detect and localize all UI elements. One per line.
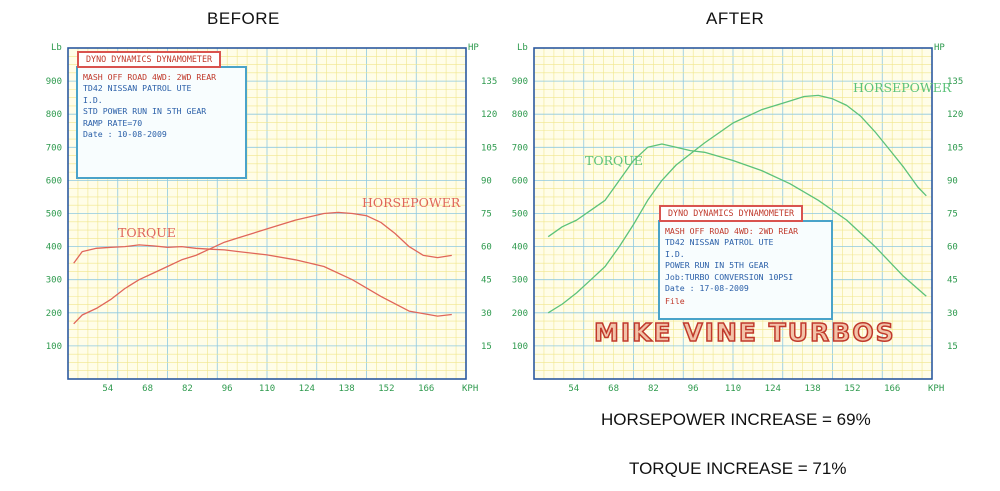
after-horsepower-series-label: HORSEPOWER (853, 80, 952, 95)
before-dyno-chart: Lb HP KPH 100 200 300 400 500 600 700 800 900 15 30 45… (40, 40, 530, 398)
before-x-tick-label: 152 (378, 384, 394, 394)
brand-logo-text: MIKE VINE TURBOS (593, 317, 896, 348)
after-plot-border (533, 47, 933, 380)
after-y-left-tick-label: 200 (512, 309, 528, 319)
after-y-left-tick-label: 500 (512, 210, 528, 220)
before-info-line2: TD42 NISSAN PATROL UTE (83, 83, 192, 94)
before-torque-series-label: TORQUE (118, 225, 176, 240)
after-y-left-tick-label: 400 (512, 243, 528, 253)
after-y-left-tick-label: 600 (512, 176, 528, 186)
before-x-tick-label: 166 (418, 384, 434, 394)
after-y-right-tick-label: 15 (947, 342, 958, 352)
after-y-right-tick-label: 90 (947, 176, 958, 186)
after-left-unit-label: Lb (517, 43, 528, 53)
before-info-box: DYNO DYNAMICS DYNAMOMETER MASH OFF ROAD … (76, 51, 247, 179)
after-y-right-tick-label: 30 (947, 309, 958, 319)
after-torque-series-label: TORQUE (585, 153, 643, 168)
after-x-unit-label: KPH (928, 384, 944, 394)
before-y-left-tick-label: 600 (46, 176, 62, 186)
before-y-left-tick-label: 800 (46, 110, 62, 120)
before-info-line6: Date : 10-08-2009 (83, 129, 167, 140)
torque-increase-text: TORQUE INCREASE = 71% (629, 459, 847, 478)
after-info-line1: MASH OFF ROAD 4WD: 2WD REAR (665, 226, 799, 236)
before-y-left-tick-label: 700 (46, 143, 62, 153)
after-y-left-tick-label: 700 (512, 143, 528, 153)
after-y-right-tick-label: 45 (947, 276, 958, 286)
after-y-right-tick-label: 60 (947, 243, 958, 253)
before-y-left-tick-label: 200 (46, 309, 62, 319)
after-y-left-tick-label: 100 (512, 342, 528, 352)
before-y-left-tick-label: 500 (46, 210, 62, 220)
before-y-left-tick-label: 900 (46, 77, 62, 87)
after-y-right-tick-label: 75 (947, 210, 958, 220)
before-y-left-tick-label: 300 (46, 276, 62, 286)
after-dyno-chart: Lb HP KPH 100 200 300 400 500 600 700 800 900 15 30 45… (506, 40, 996, 398)
after-info-line6: Date : 17-08-2009 (665, 283, 749, 294)
after-x-tick-label: 138 (804, 384, 820, 394)
before-chart-svg: Lb HP KPH 100 200 300 400 500 600 700 800 900 15 30 45… (46, 43, 498, 394)
before-info-line3: I.D. (83, 94, 103, 105)
before-y-right-tick-label: 15 (481, 342, 492, 352)
before-x-tick-label: 110 (259, 384, 275, 394)
before-y-left-tick-label: 400 (46, 243, 62, 253)
before-info-line5: RAMP RATE=70 (83, 117, 143, 128)
before-info-title: DYNO DYNAMICS DYNAMOMETER (77, 51, 222, 69)
after-info-line3: I.D. (665, 248, 685, 259)
before-y-right-tick-label: 90 (481, 176, 492, 186)
after-heading: AFTER (706, 9, 765, 28)
after-right-unit-label: HP (934, 43, 945, 53)
after-info-line2: TD42 NISSAN PATROL UTE (665, 237, 774, 248)
after-y-right-tick-label: 105 (947, 143, 963, 153)
after-info-file: File (665, 296, 685, 307)
after-x-tick-label: 166 (884, 384, 900, 394)
before-right-unit-label: HP (468, 43, 479, 53)
before-y-right-tick-label: 120 (481, 110, 497, 120)
after-y-left-tick-label: 800 (512, 110, 528, 120)
horsepower-increase-text: HORSEPOWER INCREASE = 69% (601, 410, 871, 429)
before-horsepower-series-label: HORSEPOWER (362, 195, 461, 210)
before-x-tick-label: 54 (102, 384, 113, 394)
before-horsepower-line (73, 211, 452, 325)
before-info-line1: MASH OFF ROAD 4WD: 2WD REAR (83, 72, 217, 82)
before-info-line4: STD POWER RUN IN 5TH GEAR (83, 106, 207, 117)
after-y-right-tick-label: 120 (947, 110, 963, 120)
after-x-tick-label: 96 (688, 384, 699, 394)
after-y-left-tick-label: 900 (512, 77, 528, 87)
after-y-left-tick-label: 300 (512, 276, 528, 286)
before-x-tick-label: 82 (182, 384, 193, 394)
after-x-tick-label: 54 (568, 384, 579, 394)
before-y-right-tick-label: 135 (481, 77, 497, 87)
after-horsepower-line (547, 94, 927, 314)
before-x-tick-label: 68 (142, 384, 153, 394)
after-info-line4: POWER RUN IN 5TH GEAR (665, 260, 769, 271)
after-info-title: DYNO DYNAMICS DYNAMOMETER (659, 205, 804, 223)
before-left-unit-label: Lb (51, 43, 62, 53)
after-info-box: DYNO DYNAMICS DYNAMOMETER MASH OFF ROAD … (658, 205, 833, 320)
after-y-right-tick-label: 135 (947, 77, 963, 87)
before-y-left-tick-label: 100 (46, 342, 62, 352)
after-x-tick-label: 68 (608, 384, 619, 394)
before-y-right-tick-label: 75 (481, 210, 492, 220)
before-y-right-tick-label: 30 (481, 309, 492, 319)
before-y-right-tick-label: 105 (481, 143, 497, 153)
after-x-tick-label: 82 (648, 384, 659, 394)
before-y-right-tick-label: 45 (481, 276, 492, 286)
before-x-tick-label: 138 (338, 384, 354, 394)
before-x-tick-label: 96 (222, 384, 233, 394)
before-x-tick-label: 124 (299, 384, 315, 394)
before-heading: BEFORE (207, 9, 280, 28)
before-x-unit-label: KPH (462, 384, 478, 394)
before-y-right-tick-label: 60 (481, 243, 492, 253)
after-x-tick-label: 152 (844, 384, 860, 394)
after-info-line5: Job:TURBO CONVERSION 10PSI (665, 271, 794, 282)
after-torque-line (547, 143, 927, 297)
before-plot-border (67, 47, 467, 380)
after-x-tick-label: 124 (765, 384, 781, 394)
after-x-tick-label: 110 (725, 384, 741, 394)
